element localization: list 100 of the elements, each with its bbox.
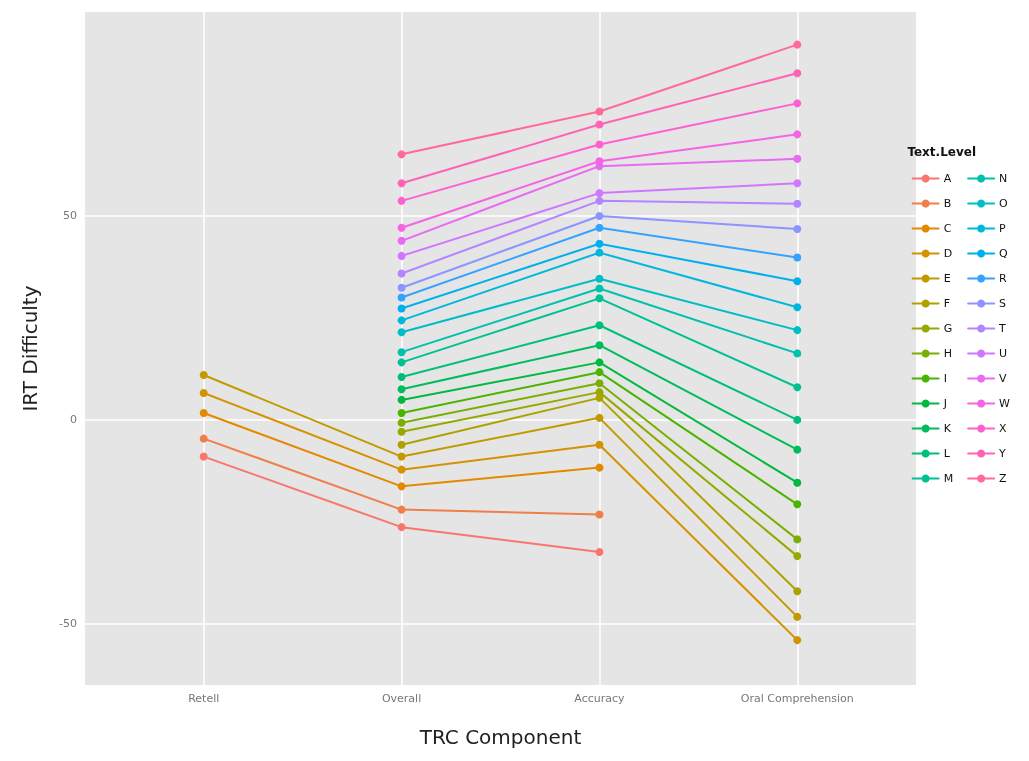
point <box>199 434 208 443</box>
legend-label: G <box>943 322 953 335</box>
legend-label: I <box>943 372 947 385</box>
point <box>199 371 208 380</box>
point <box>793 224 802 233</box>
point <box>397 179 406 188</box>
legend-label: X <box>999 422 1008 435</box>
point <box>397 523 406 532</box>
legend-label: O <box>999 197 1009 210</box>
point <box>595 239 604 248</box>
legend-label: U <box>999 347 1008 360</box>
point <box>595 548 604 557</box>
legend-label: W <box>999 397 1011 410</box>
legend-label: N <box>999 172 1008 185</box>
point <box>595 140 604 149</box>
point <box>595 341 604 350</box>
point <box>595 274 604 283</box>
point <box>397 465 406 474</box>
point <box>595 463 604 472</box>
point <box>793 303 802 312</box>
x-tick-label: Accuracy <box>574 692 626 705</box>
point <box>595 211 604 220</box>
point <box>793 277 802 286</box>
point <box>397 223 406 232</box>
point <box>595 223 604 232</box>
point <box>793 154 802 163</box>
point <box>397 408 406 417</box>
x-tick-label: Oral Comprehension <box>740 692 854 705</box>
point <box>793 415 802 424</box>
legend-label: Q <box>999 247 1009 260</box>
point <box>793 552 802 561</box>
point <box>397 196 406 205</box>
x-tick-label: Overall <box>381 692 422 705</box>
point <box>397 505 406 514</box>
point <box>793 500 802 509</box>
point <box>397 236 406 245</box>
point <box>397 418 406 427</box>
point <box>397 373 406 382</box>
legend-label: K <box>943 422 952 435</box>
point <box>595 189 604 198</box>
legend-label: T <box>998 322 1007 335</box>
x-axis-title: TRC Component <box>418 725 582 749</box>
point <box>793 478 802 487</box>
y-axis-title: IRT Difficulty <box>18 285 42 412</box>
point <box>793 179 802 188</box>
point <box>793 349 802 358</box>
legend-title: Text.Level <box>907 145 976 159</box>
point <box>595 321 604 330</box>
legend-label: B <box>943 197 952 210</box>
legend-label: V <box>999 372 1008 385</box>
legend-label: D <box>943 247 953 260</box>
point <box>793 40 802 49</box>
legend-label: L <box>943 447 951 460</box>
point <box>397 440 406 449</box>
point <box>595 358 604 367</box>
legend-label: P <box>999 222 1007 235</box>
legend-label: J <box>942 397 947 410</box>
point <box>595 379 604 388</box>
legend-label: F <box>943 297 950 310</box>
legend-label: A <box>943 172 952 185</box>
point <box>595 413 604 422</box>
point <box>199 408 208 417</box>
point <box>397 150 406 159</box>
y-tick-label: 50 <box>63 209 77 223</box>
point <box>397 269 406 278</box>
point <box>397 293 406 302</box>
point <box>793 636 802 645</box>
legend-label: E <box>943 272 951 285</box>
point <box>199 388 208 397</box>
point <box>793 326 802 335</box>
point <box>595 120 604 129</box>
point <box>595 157 604 166</box>
point <box>595 368 604 377</box>
legend-label: C <box>943 222 952 235</box>
legend-label: H <box>943 347 952 360</box>
point <box>793 587 802 596</box>
point <box>793 199 802 208</box>
point <box>793 253 802 262</box>
point <box>793 612 802 621</box>
point <box>397 427 406 436</box>
point <box>199 452 208 461</box>
point <box>793 99 802 108</box>
y-tick-label: 0 <box>70 413 77 427</box>
point <box>793 535 802 544</box>
point <box>595 440 604 449</box>
point <box>397 395 406 404</box>
point <box>595 284 604 293</box>
point <box>397 452 406 461</box>
point <box>397 283 406 292</box>
point <box>397 358 406 367</box>
point <box>397 328 406 337</box>
x-tick-label: Retell <box>188 692 220 705</box>
point <box>793 130 802 139</box>
legend-label: Z <box>999 472 1008 485</box>
point <box>595 510 604 519</box>
point <box>397 385 406 394</box>
point <box>595 248 604 257</box>
point <box>595 294 604 303</box>
point <box>595 388 604 397</box>
y-tick-label: -50 <box>59 617 77 631</box>
